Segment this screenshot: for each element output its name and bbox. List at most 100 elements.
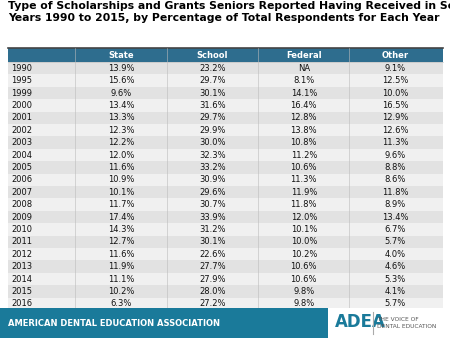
Bar <box>323 308 450 338</box>
Text: 17.4%: 17.4% <box>108 213 135 221</box>
Text: 5.7%: 5.7% <box>384 237 406 246</box>
Text: 12.2%: 12.2% <box>108 138 134 147</box>
Text: 30.9%: 30.9% <box>199 175 226 184</box>
Text: 9.1%: 9.1% <box>385 64 406 73</box>
Text: 2013: 2013 <box>11 262 32 271</box>
Text: 10.2%: 10.2% <box>291 250 317 259</box>
Bar <box>8 48 443 62</box>
Text: 13.8%: 13.8% <box>291 126 317 135</box>
Text: AMERICAN DENTAL EDUCATION ASSOCIATION: AMERICAN DENTAL EDUCATION ASSOCIATION <box>8 318 220 328</box>
Text: 10.9%: 10.9% <box>108 175 134 184</box>
Text: 23.2%: 23.2% <box>199 64 226 73</box>
Text: 1990: 1990 <box>11 64 32 73</box>
Text: 10.6%: 10.6% <box>291 163 317 172</box>
Text: 13.4%: 13.4% <box>382 213 409 221</box>
Text: 30.0%: 30.0% <box>199 138 226 147</box>
Text: 13.4%: 13.4% <box>108 101 135 110</box>
Text: 30.1%: 30.1% <box>199 89 226 97</box>
Text: 15.6%: 15.6% <box>108 76 135 85</box>
Text: 11.7%: 11.7% <box>108 200 135 209</box>
Text: 4.6%: 4.6% <box>384 262 406 271</box>
Text: 2015: 2015 <box>11 287 32 296</box>
Text: 8.8%: 8.8% <box>384 163 406 172</box>
Text: 10.2%: 10.2% <box>108 287 134 296</box>
Text: 27.9%: 27.9% <box>199 274 226 284</box>
Bar <box>8 161 443 174</box>
Bar <box>8 87 443 99</box>
Text: ADEA: ADEA <box>335 313 386 331</box>
Text: 12.6%: 12.6% <box>382 126 409 135</box>
Bar <box>8 198 443 211</box>
Text: 2009: 2009 <box>11 213 32 221</box>
Text: 29.6%: 29.6% <box>199 188 226 197</box>
Text: 14.1%: 14.1% <box>291 89 317 97</box>
Text: 11.2%: 11.2% <box>291 150 317 160</box>
Text: 4.1%: 4.1% <box>385 287 406 296</box>
Bar <box>8 186 443 198</box>
Text: 12.3%: 12.3% <box>108 126 135 135</box>
Text: 4.0%: 4.0% <box>385 250 406 259</box>
Text: 10.6%: 10.6% <box>291 262 317 271</box>
Text: 11.8%: 11.8% <box>382 188 409 197</box>
Text: THE VOICE OF
DENTAL EDUCATION: THE VOICE OF DENTAL EDUCATION <box>377 317 436 329</box>
Text: 12.0%: 12.0% <box>291 213 317 221</box>
Bar <box>8 174 443 186</box>
Text: 32.3%: 32.3% <box>199 150 226 160</box>
Bar <box>8 112 443 124</box>
Bar <box>323 308 328 338</box>
Text: 27.7%: 27.7% <box>199 262 226 271</box>
Text: 9.6%: 9.6% <box>384 150 406 160</box>
Text: 11.1%: 11.1% <box>108 274 134 284</box>
Text: Source: American Dental Education Association, Survey of Dental School Seniors, : Source: American Dental Education Associ… <box>8 314 375 328</box>
Bar <box>8 137 443 149</box>
Text: 13.3%: 13.3% <box>108 113 135 122</box>
Text: 10.8%: 10.8% <box>291 138 317 147</box>
Bar <box>8 236 443 248</box>
Text: 10.0%: 10.0% <box>291 237 317 246</box>
Text: State: State <box>108 50 134 59</box>
Text: 28.0%: 28.0% <box>199 287 226 296</box>
Text: Type of Scholarships and Grants Seniors Reported Having Received in Selected
Yea: Type of Scholarships and Grants Seniors … <box>8 1 450 23</box>
Bar <box>8 285 443 297</box>
Text: 16.4%: 16.4% <box>291 101 317 110</box>
Bar <box>8 211 443 223</box>
Text: 12.7%: 12.7% <box>108 237 135 246</box>
Text: 2011: 2011 <box>11 237 32 246</box>
Text: 11.6%: 11.6% <box>108 163 135 172</box>
Text: 2014: 2014 <box>11 274 32 284</box>
Text: 1999: 1999 <box>11 89 32 97</box>
Bar <box>8 248 443 260</box>
Text: 2002: 2002 <box>11 126 32 135</box>
Text: 29.7%: 29.7% <box>199 113 226 122</box>
Text: 2008: 2008 <box>11 200 32 209</box>
Text: 31.6%: 31.6% <box>199 101 226 110</box>
Text: 2005: 2005 <box>11 163 32 172</box>
Text: 12.0%: 12.0% <box>108 150 134 160</box>
Text: 29.7%: 29.7% <box>199 76 226 85</box>
Text: School: School <box>197 50 228 59</box>
Text: 11.3%: 11.3% <box>291 175 317 184</box>
Text: 33.9%: 33.9% <box>199 213 226 221</box>
Text: 10.1%: 10.1% <box>291 225 317 234</box>
Text: 11.8%: 11.8% <box>291 200 317 209</box>
Text: 27.2%: 27.2% <box>199 299 226 308</box>
Text: Federal: Federal <box>286 50 322 59</box>
Bar <box>8 273 443 285</box>
Text: 2012: 2012 <box>11 250 32 259</box>
Bar <box>8 99 443 112</box>
Text: 2004: 2004 <box>11 150 32 160</box>
Text: 12.9%: 12.9% <box>382 113 408 122</box>
Text: 2016: 2016 <box>11 299 32 308</box>
Text: 22.6%: 22.6% <box>199 250 226 259</box>
Text: 11.6%: 11.6% <box>108 250 135 259</box>
Text: 30.7%: 30.7% <box>199 200 226 209</box>
Text: 5.3%: 5.3% <box>384 274 406 284</box>
Bar <box>8 223 443 236</box>
Text: 10.1%: 10.1% <box>108 188 134 197</box>
Text: 8.1%: 8.1% <box>293 76 315 85</box>
Text: 8.9%: 8.9% <box>384 200 406 209</box>
Text: 9.8%: 9.8% <box>293 299 315 308</box>
Bar <box>8 297 443 310</box>
Text: 16.5%: 16.5% <box>382 101 409 110</box>
Text: 9.8%: 9.8% <box>293 287 315 296</box>
